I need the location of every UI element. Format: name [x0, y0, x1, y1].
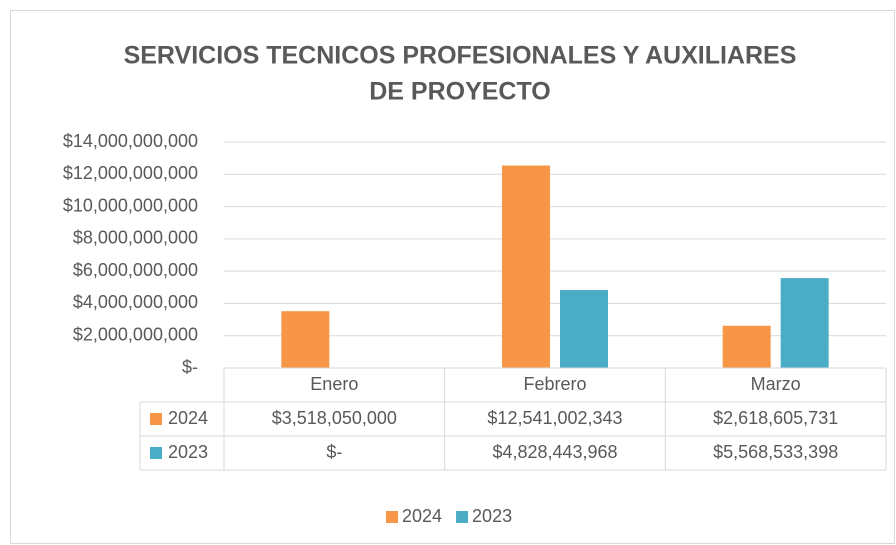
x-tick-label: Marzo [751, 374, 801, 394]
legend-key [456, 511, 469, 523]
table-cell: $- [326, 442, 342, 462]
table-cell: $12,541,002,343 [487, 408, 622, 428]
y-tick-label: $6,000,000,000 [73, 260, 198, 280]
legend-key [150, 413, 162, 425]
bar [780, 278, 829, 368]
bar [281, 311, 330, 368]
table-cell: $3,518,050,000 [272, 408, 397, 428]
x-tick-label: Febrero [523, 374, 586, 394]
y-tick-label: $4,000,000,000 [73, 292, 198, 312]
y-tick-label: $12,000,000,000 [63, 163, 198, 183]
legend-label: 2023 [168, 442, 208, 462]
legend-label: 2024 [168, 408, 208, 428]
y-tick-label: $- [182, 357, 198, 377]
y-tick-label: $10,000,000,000 [63, 195, 198, 215]
bar [502, 165, 550, 368]
y-tick-label: $8,000,000,000 [73, 228, 198, 248]
legend-key [150, 447, 162, 459]
y-tick-label: $2,000,000,000 [73, 324, 198, 344]
table-cell: $4,828,443,968 [492, 442, 617, 462]
table-cell: $5,568,533,398 [713, 442, 838, 462]
chart-title: DE PROYECTO [369, 78, 551, 106]
table-cell: $2,618,605,731 [713, 408, 838, 428]
legend-label: 2023 [472, 506, 512, 526]
legend-key [386, 511, 398, 523]
x-tick-label: Enero [310, 374, 358, 394]
bar [560, 290, 608, 368]
y-tick-label: $14,000,000,000 [63, 131, 198, 151]
bar [722, 325, 771, 368]
legend-label: 2024 [402, 506, 442, 526]
chart-title: SERVICIOS TECNICOS PROFESIONALES Y AUXIL… [124, 42, 797, 70]
